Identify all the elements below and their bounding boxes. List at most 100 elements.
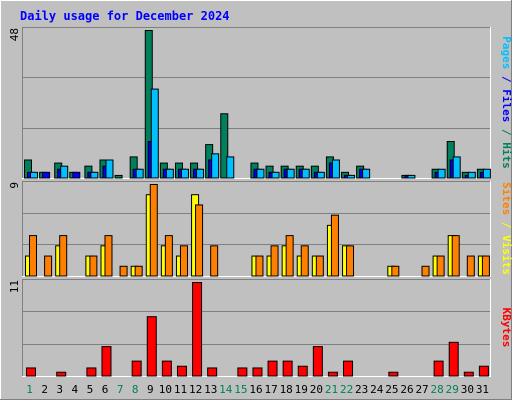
visits-bar [451,235,460,277]
kbytes-bar [448,341,459,377]
visits-sites-panel: 9 Sites / Visits [8,181,512,277]
visits-bar [164,235,173,277]
kbytes-panel-legend: KBytes [500,308,512,348]
day-label: 12 [189,383,202,396]
visits-bar [346,245,355,277]
visits-panel-ymax-label: 9 [8,182,21,189]
visits-bar [270,245,279,277]
kbytes-bar [343,360,354,377]
visits-bar [421,265,430,277]
visits-bar [210,245,219,277]
files-bar [42,171,51,179]
legend-separator: / [500,122,512,142]
pages-bar [347,174,356,179]
chart-panels: 48 Pages / Files / Hits 9 Sites / Visits 11 K… [8,27,512,377]
day-label: 16 [249,383,262,396]
day-label: 19 [295,383,308,396]
files-bar [72,171,81,179]
pages-bar [105,159,114,179]
pages-bar [271,171,280,179]
kbytes-bar [207,367,218,377]
pages-bar [331,159,340,179]
day-label: 24 [370,383,384,396]
kbytes-bar [463,371,474,377]
pages-bar [165,168,174,179]
day-label: 9 [147,383,154,396]
kbytes-bar [131,360,142,377]
kbytes-bar [101,346,112,377]
day-label: 20 [310,383,323,396]
day-label: 10 [159,383,172,396]
pages-bar [467,171,476,179]
day-label: 18 [280,383,293,396]
kbytes-panel-ymax-label: 11 [8,280,21,293]
day-label: 29 [446,383,459,396]
visits-bar [29,235,37,277]
visits-bar [134,265,143,277]
visits-bar [330,214,339,277]
visits-panel-legend: Sites / Visits [500,182,512,275]
kbytes-bar [478,365,489,377]
day-label: 25 [385,383,398,396]
hits-panel-ymax-label: 48 [8,28,21,41]
pages-bar [316,171,325,179]
visits-bar [119,265,128,277]
day-label: 17 [264,383,277,396]
pages-bar [452,156,461,179]
day-label: 4 [72,383,79,396]
day-label: 15 [234,383,247,396]
kbytes-bar [252,367,263,377]
hits-panel-legend: Pages / Files / Hits [500,36,512,169]
chart-title: Daily usage for December 2024 [20,9,230,23]
visits-bar [300,245,309,277]
kbytes-bar [267,360,278,377]
visits-bar [59,235,68,277]
visits-bar [391,265,400,277]
hits-bar [220,113,229,179]
pages-bar [150,88,159,179]
visits-bar [195,204,204,277]
day-label: 6 [102,383,109,396]
day-label: 26 [400,383,413,396]
legend-sites: Sites [500,182,512,215]
pages-bar [301,168,310,179]
pages-bar [30,171,38,179]
visits-bar [255,255,264,277]
day-labels: 1 2 3 4 5 6 7 8 9 10 11 12 13 14 15 16 17 18 19 20 21 22 23 24 2… [26,383,489,396]
kbytes-bar [146,316,157,377]
day-label: 13 [204,383,217,396]
kbytes-bar [26,367,36,377]
pages-bar [286,168,295,179]
day-label: 23 [355,383,368,396]
day-label: 1 [26,383,33,396]
kbytes-bar [282,360,293,377]
day-label: 7 [117,383,124,396]
legend-visits: Visits [500,235,512,275]
legend-files: Files [500,89,512,122]
legend-separator: / [500,69,512,89]
visits-bar [149,184,158,277]
legend-separator: / [500,215,512,235]
pages-bar [226,156,235,179]
day-label: 5 [87,383,94,396]
kbytes-panel: 11 KBytes [8,279,512,377]
pages-bar [407,174,416,179]
kbytes-bar [56,371,67,377]
day-label: 3 [56,383,63,396]
day-label: 31 [476,383,489,396]
kbytes-bar [161,360,172,377]
pages-bar [482,168,491,179]
pages-bar [90,171,99,179]
visits-bar [315,255,324,277]
visits-bar [466,255,475,277]
visits-bar [179,245,188,277]
kbytes-bar [86,367,97,377]
legend-pages: Pages [500,36,512,69]
kbytes-bar [433,360,444,377]
visits-bar [104,235,113,277]
visits-bar [44,255,53,277]
legend-hits: Hits [500,142,512,169]
visits-bar [436,255,445,277]
